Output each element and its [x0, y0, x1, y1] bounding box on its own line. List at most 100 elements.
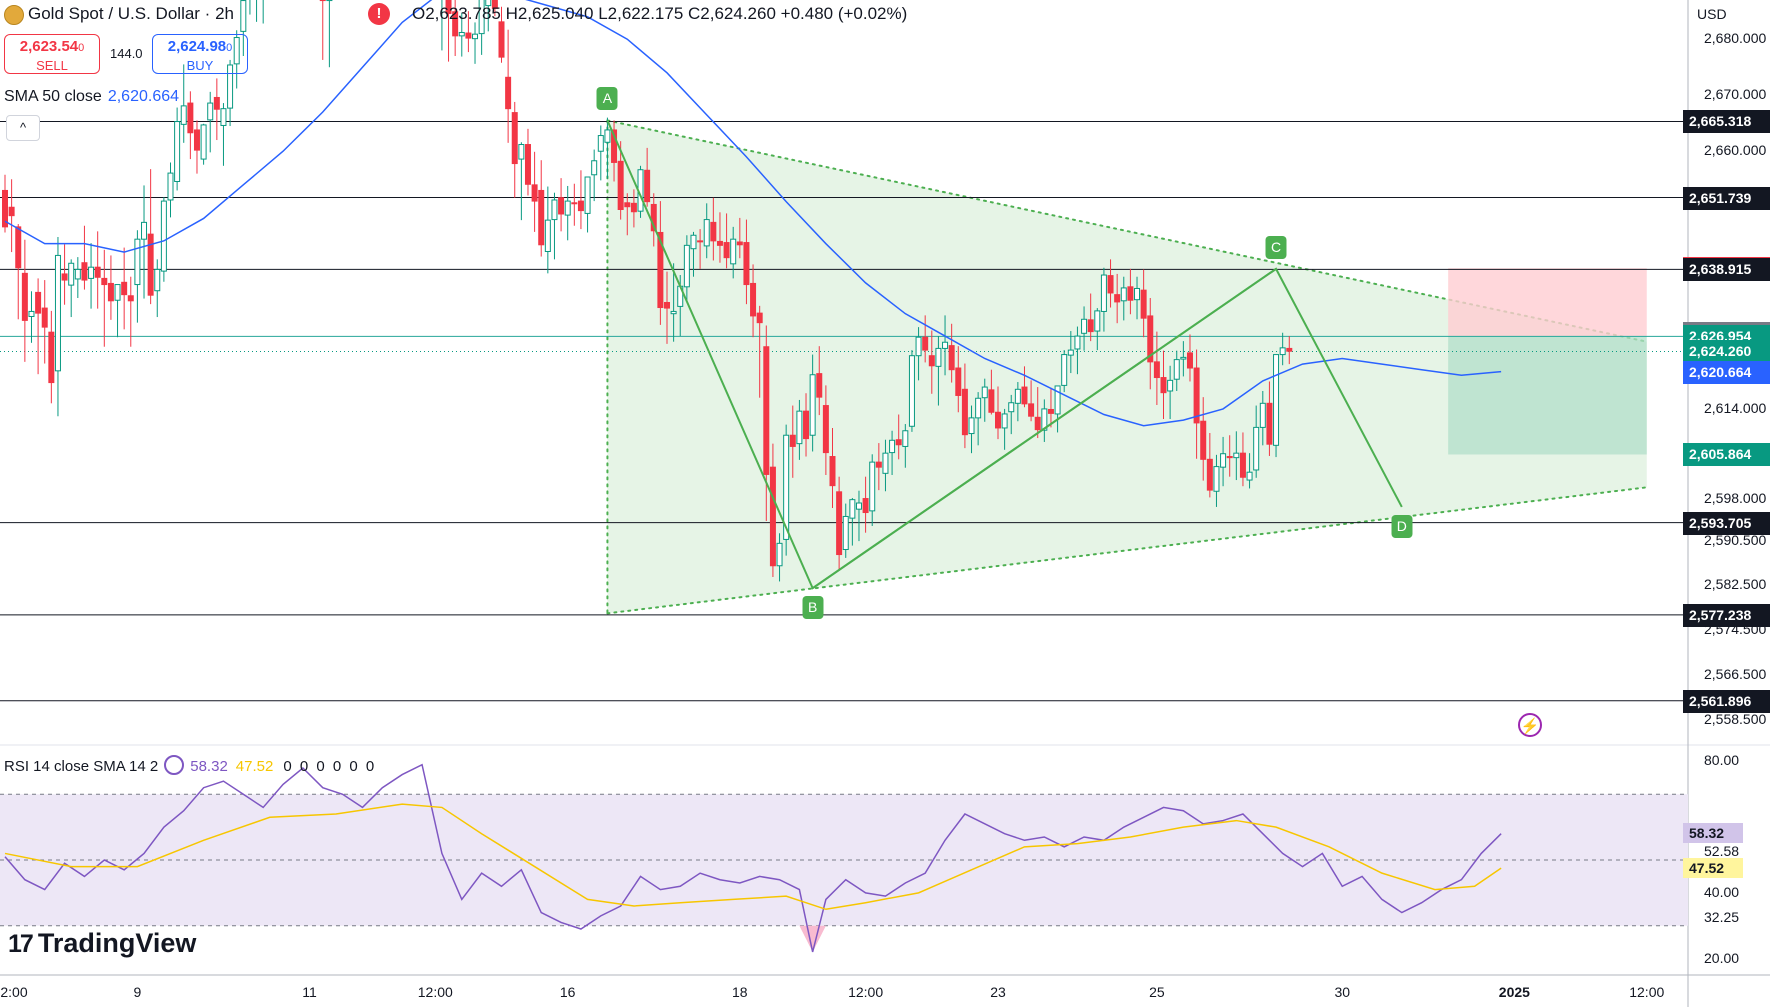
candle-body-176 — [1167, 379, 1174, 392]
candle-body-125 — [829, 456, 836, 487]
candle-body-137 — [908, 355, 915, 427]
candle-body-188 — [1246, 471, 1253, 481]
candle-body-131 — [869, 461, 876, 512]
collapse-legend-button[interactable]: ^ — [6, 115, 40, 141]
candle-body-5 — [35, 291, 42, 314]
candle-body-146 — [968, 417, 975, 435]
candle-body-149 — [988, 389, 995, 413]
candle-body-158 — [1047, 408, 1054, 414]
price-tick-label: 2,582.500 — [1704, 576, 1767, 593]
candle-body-145 — [961, 388, 968, 436]
candle-body-182 — [1206, 458, 1213, 491]
buy-label: BUY — [186, 58, 214, 73]
time-tick-label: 12:00 — [1629, 984, 1665, 1000]
candle-body-27 — [180, 105, 187, 125]
pattern-lower-trendline — [606, 486, 1648, 615]
rsi-oversold-fill — [799, 925, 826, 952]
candle-body-178 — [1180, 356, 1187, 360]
buy-button[interactable]: 2,624.980 BUY — [152, 34, 248, 74]
sell-button[interactable]: 2,623.540 SELL — [4, 34, 100, 74]
candle-body-19 — [127, 295, 134, 302]
candle-body-126 — [836, 491, 843, 556]
lightning-icon[interactable]: ⚡ — [1518, 713, 1542, 737]
candle-body-153 — [1014, 388, 1021, 404]
candle-body-79 — [524, 144, 531, 185]
candle-body-22 — [147, 233, 154, 296]
sma-legend[interactable]: SMA 50 close 2,620.664 — [4, 88, 179, 106]
candle-body-10 — [68, 262, 75, 286]
time-tick-label: 12:00 — [848, 984, 884, 1000]
pattern-point-a[interactable]: A — [596, 87, 618, 111]
currency-label[interactable]: USD — [1697, 6, 1727, 22]
candle-body-68 — [452, 11, 459, 37]
price-tag: 2,561.896 — [1683, 689, 1770, 713]
time-tick-label: 11 — [302, 984, 317, 1000]
pattern-point-c[interactable]: C — [1265, 235, 1287, 259]
gold-coin-icon — [4, 5, 24, 25]
time-tick-label: 23 — [990, 984, 1006, 1000]
price-tick-label: 2,614.000 — [1704, 399, 1767, 416]
time-tick-label: 2:00 — [0, 984, 28, 1000]
candle-body-186 — [1233, 452, 1240, 459]
price-tag: 2,665.318 — [1683, 110, 1770, 134]
rsi-tick-label: 52.58 — [1704, 842, 1740, 859]
candle-body-32 — [213, 96, 220, 110]
sma-line — [4, 0, 1502, 427]
candle-body-134 — [889, 439, 896, 454]
candle-body-184 — [1220, 453, 1227, 468]
price-tick-label: 2,670.000 — [1704, 86, 1767, 103]
candle-body-70 — [465, 32, 472, 39]
pattern-point-d[interactable]: D — [1391, 514, 1413, 538]
candle-body-82 — [544, 219, 551, 253]
candle-body-167 — [1107, 275, 1114, 294]
candle-body-14 — [94, 266, 101, 278]
candle-body-0 — [2, 189, 8, 228]
candle-body-147 — [975, 397, 982, 419]
candle-body-116 — [769, 466, 776, 567]
sell-price: 2,623.54 — [19, 38, 79, 55]
candle-body-121 — [803, 410, 810, 440]
refresh-icon[interactable] — [164, 755, 185, 775]
candle-body-2 — [15, 226, 22, 269]
candle-body-25 — [167, 172, 174, 201]
sell-label: SELL — [36, 58, 68, 73]
candle-body-83 — [551, 199, 558, 221]
candle-body-111 — [736, 241, 743, 246]
candle-body-28 — [187, 102, 194, 134]
alert-icon[interactable]: ! — [368, 3, 390, 25]
candle-body-18 — [121, 281, 128, 296]
price-tick-label: 2,590.500 — [1704, 531, 1767, 548]
candle-body-187 — [1239, 452, 1246, 478]
rsi-legend[interactable]: RSI 14 close SMA 14 2 58.32 47.52 0 0 0 0 0… — [4, 755, 376, 775]
price-tick-label: 2,566.500 — [1704, 665, 1767, 682]
ohlc-legend: O2,623.785 H2,625.040 L2,622.175 C2,624.… — [412, 4, 907, 24]
symbol-title[interactable]: Gold Spot / U.S. Dollar · 2h — [28, 4, 234, 23]
candle-body-24 — [160, 200, 167, 272]
candle-body-107 — [710, 221, 717, 242]
candle-body-161 — [1067, 349, 1074, 356]
tradingview-logo[interactable]: 17 TradingView — [8, 928, 196, 959]
tradingview-logo-text: TradingView — [37, 928, 197, 958]
candle-body-181 — [1200, 420, 1207, 460]
candle-body-174 — [1153, 361, 1160, 379]
candle-body-21 — [141, 221, 148, 240]
price-tick-label: 2,680.000 — [1704, 30, 1767, 47]
candle-body-136 — [902, 430, 909, 447]
candle-body-13 — [88, 266, 95, 279]
candle-body-48 — [319, 0, 326, 2]
candle-body-100 — [664, 301, 670, 309]
time-tick-label: 12:00 — [417, 984, 453, 1000]
candle-body-90 — [597, 135, 604, 152]
candle-body-74 — [491, 0, 498, 9]
candle-body-190 — [1259, 402, 1266, 428]
pattern-point-b[interactable]: B — [802, 596, 824, 620]
candle-body-67 — [445, 0, 452, 14]
candle-body-91 — [604, 129, 611, 143]
time-tick-label: 30 — [1334, 984, 1351, 1000]
buy-price-small: 0 — [226, 42, 233, 54]
candle-body-94 — [624, 202, 631, 208]
candle-body-173 — [1147, 315, 1154, 363]
candle-body-36 — [240, 0, 247, 32]
